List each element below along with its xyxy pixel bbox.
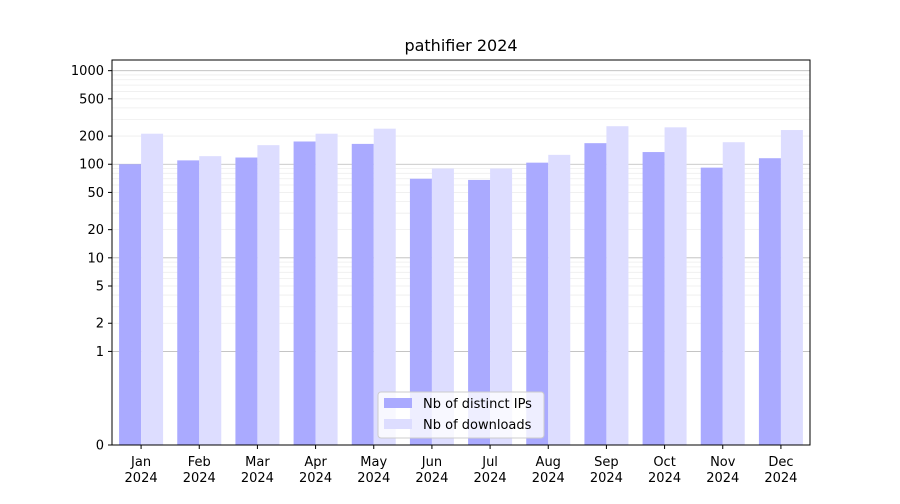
bar-distinct-ips [351, 143, 374, 445]
bar-distinct-ips [700, 167, 723, 445]
bar-distinct-ips [584, 143, 607, 445]
x-tick-label: Dec 2024 [764, 455, 797, 486]
y-tick-label: 100 [79, 158, 104, 173]
x-tick-label: Jan 2024 [125, 455, 158, 486]
legend-swatch [384, 419, 412, 429]
x-axis: Jan 2024 Feb 2024 Mar 2024 Apr 2024 May 2024 Jun 20… [125, 445, 797, 486]
y-tick-label: 1000 [71, 64, 104, 79]
y-tick-label: 10 [87, 251, 104, 266]
bar-distinct-ips [758, 158, 781, 446]
y-tick-label: 20 [87, 223, 104, 238]
y-axis: 0 1 2 5 10 20 50 100 200 500 1000 [71, 64, 112, 454]
bar-distinct-ips [177, 160, 200, 445]
x-tick-label: Nov 2024 [706, 455, 739, 486]
bar-downloads [780, 130, 803, 445]
bar-downloads [315, 133, 338, 446]
y-tick-label: 500 [79, 92, 104, 107]
bar-downloads [548, 154, 571, 445]
x-tick-label: Apr 2024 [299, 455, 332, 486]
y-tick-label: 2 [96, 317, 104, 332]
bar-distinct-ips [468, 179, 491, 445]
y-tick-label: 5 [96, 280, 104, 295]
y-tick-label: 200 [79, 130, 104, 145]
legend-box [377, 391, 545, 439]
x-tick-label: Sep 2024 [590, 455, 623, 486]
bar-downloads [490, 168, 513, 445]
bar-downloads [257, 145, 280, 445]
bar-downloads [664, 127, 687, 445]
plot-frame [111, 59, 811, 446]
x-tick-label: Jul 2024 [474, 455, 507, 486]
bar-downloads [606, 126, 629, 445]
x-tick-label: May 2024 [357, 455, 390, 486]
bar-distinct-ips [119, 164, 142, 445]
legend: Nb of distinct IPs Nb of downloads [377, 391, 545, 439]
legend-label: Nb of downloads [423, 418, 532, 433]
x-tick-label: Aug 2024 [532, 455, 565, 486]
bar-distinct-ips [293, 141, 316, 445]
legend-swatch [384, 398, 412, 408]
chart-title: pathifier 2024 [404, 36, 517, 55]
x-tick-label: Mar 2024 [241, 455, 274, 486]
bar-downloads [722, 142, 745, 445]
x-tick-label: Oct 2024 [648, 455, 681, 486]
y-tick-label: 1 [96, 345, 104, 360]
y-tick-label: 50 [87, 186, 104, 201]
bar-downloads [199, 156, 222, 445]
bar-downloads [431, 168, 454, 445]
grid [112, 70, 810, 352]
legend-label: Nb of distinct IPs [423, 397, 532, 412]
y-tick-label: 0 [96, 439, 104, 454]
bar-distinct-ips [642, 152, 665, 445]
x-tick-label: Feb 2024 [183, 455, 216, 486]
x-tick-label: Jun 2024 [415, 455, 448, 486]
bar-distinct-ips [526, 162, 549, 445]
bar-distinct-ips [409, 178, 432, 446]
bar-downloads [141, 133, 164, 446]
bars [119, 126, 803, 446]
bar-distinct-ips [235, 157, 258, 445]
bar-downloads [373, 128, 396, 445]
